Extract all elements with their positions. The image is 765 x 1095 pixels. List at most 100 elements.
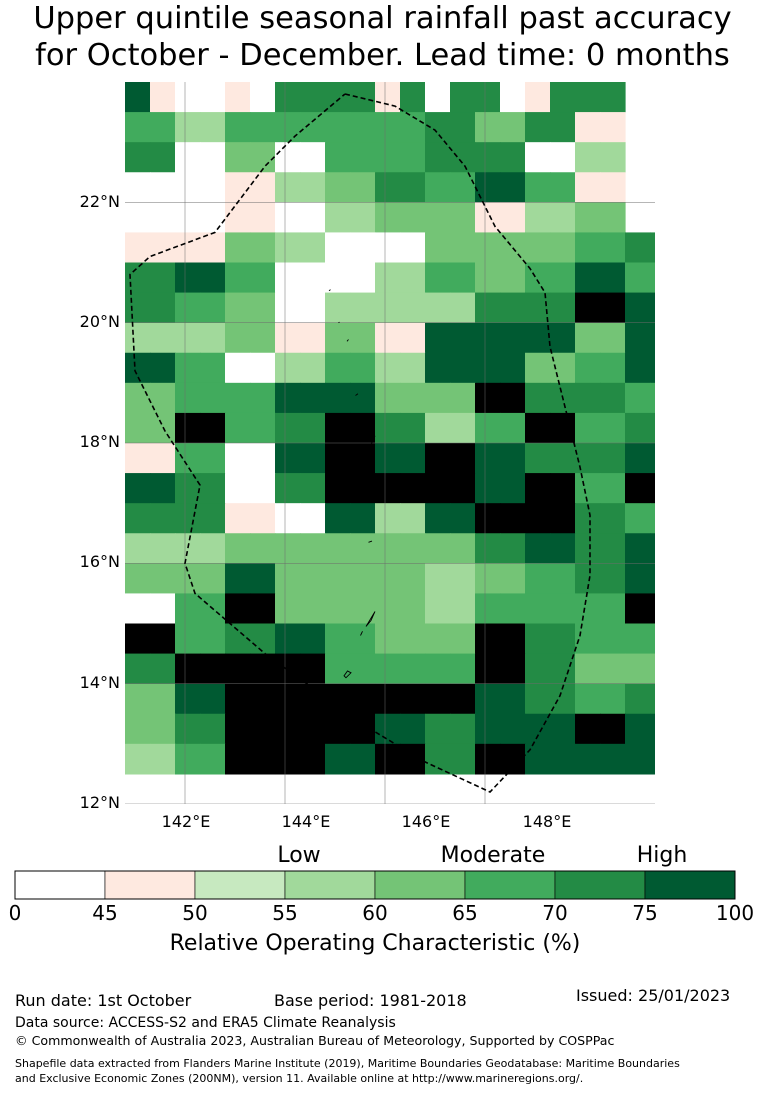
grid-cell	[300, 112, 326, 143]
grid-cell	[275, 142, 301, 173]
grid-cell	[275, 82, 301, 113]
grid-cell	[650, 443, 655, 474]
grid-cell	[425, 683, 451, 715]
grid-cell	[250, 503, 276, 534]
grid-cell	[175, 443, 201, 474]
grid-cell	[650, 292, 655, 324]
grid-cell	[225, 322, 251, 354]
grid-cell	[450, 533, 476, 564]
grid-cell	[200, 202, 226, 234]
grid-cell	[150, 533, 176, 564]
grid-cell	[175, 322, 201, 354]
grid-cell	[550, 172, 576, 203]
grid-cell	[425, 623, 451, 655]
grid-cell	[625, 623, 651, 655]
grid-cell	[350, 292, 376, 324]
grid-cell	[450, 82, 476, 113]
grid-cell	[625, 262, 651, 294]
grid-cell	[325, 202, 351, 234]
grid-cell	[450, 172, 476, 203]
grid-cell	[525, 382, 551, 414]
grid-cell	[275, 112, 301, 143]
grid-cell	[425, 172, 451, 203]
grid-cell	[600, 202, 626, 234]
island-outline	[368, 540, 373, 543]
grid-cell	[150, 683, 176, 715]
grid-cell	[600, 142, 626, 173]
base-period: Base period: 1981-2018	[274, 991, 467, 1010]
grid-cell	[625, 563, 651, 595]
grid-cell	[325, 623, 351, 655]
grid-cell	[225, 443, 251, 474]
grid-cell	[275, 172, 301, 203]
grid-cell	[375, 503, 401, 534]
grid-cell	[625, 713, 651, 745]
grid-cell	[275, 352, 301, 384]
island-outline	[365, 611, 376, 627]
grid-cell	[275, 232, 301, 264]
grid-cell	[450, 112, 476, 143]
grid-cell	[375, 743, 401, 775]
grid-cell	[600, 593, 626, 625]
grid-cell	[400, 352, 426, 384]
grid-cell	[575, 292, 601, 324]
grid-cell	[275, 623, 301, 655]
grid-cell	[150, 232, 176, 264]
grid-cell	[375, 382, 401, 414]
grid-cell	[175, 82, 201, 113]
grid-cell	[650, 382, 655, 414]
grid-cell	[400, 292, 426, 324]
grid-cell	[125, 172, 151, 203]
grid-cell	[475, 292, 501, 324]
grid-cell	[375, 683, 401, 715]
grid-cell	[475, 653, 501, 685]
grid-cell	[400, 232, 426, 264]
grid-cell	[475, 563, 501, 595]
grid-cell	[150, 443, 176, 474]
grid-cell	[300, 563, 326, 595]
graticule	[125, 82, 655, 804]
grid-cell	[225, 352, 251, 384]
grid-cell	[550, 202, 576, 234]
grid-cell	[325, 713, 351, 745]
category-high: High	[636, 843, 688, 868]
grid-cell	[375, 232, 401, 264]
grid-cell	[150, 262, 176, 294]
grid-cell	[325, 593, 351, 625]
grid-cell	[575, 563, 601, 595]
grid-cell	[625, 292, 651, 324]
grid-cell	[500, 683, 526, 715]
grid-cell	[350, 262, 376, 294]
grid-cell	[350, 443, 376, 474]
cb-tick-100: 100	[715, 901, 755, 925]
grid-cell	[275, 743, 301, 775]
grid-cell	[475, 382, 501, 414]
grid-cell	[600, 352, 626, 384]
lon-label-144e: 144°E	[281, 812, 331, 831]
grid-cell	[225, 262, 251, 294]
grid-cell	[550, 443, 576, 474]
grid-cell	[600, 82, 626, 113]
grid-cell	[600, 683, 626, 715]
grid-cell	[575, 623, 601, 655]
grid-cell	[550, 713, 576, 745]
grid-cell	[350, 653, 376, 685]
grid-cell	[175, 683, 201, 715]
grid-cell	[325, 533, 351, 564]
grid-cell	[200, 172, 226, 203]
grid-cell	[400, 142, 426, 173]
lat-label-16n: 16°N	[79, 552, 120, 571]
grid-cell	[275, 443, 301, 474]
grid-cell	[200, 412, 226, 444]
cb-tick-65: 65	[452, 901, 478, 925]
grid-cell	[375, 653, 401, 685]
grid-cell	[600, 743, 626, 775]
grid-cell	[475, 683, 501, 715]
grid-cell	[200, 713, 226, 745]
grid-cell	[625, 443, 651, 474]
grid-cell	[200, 563, 226, 595]
grid-cell	[600, 412, 626, 444]
grid-cell	[225, 202, 251, 234]
grid-cell	[625, 382, 651, 414]
lat-label-12n: 12°N	[79, 793, 120, 812]
